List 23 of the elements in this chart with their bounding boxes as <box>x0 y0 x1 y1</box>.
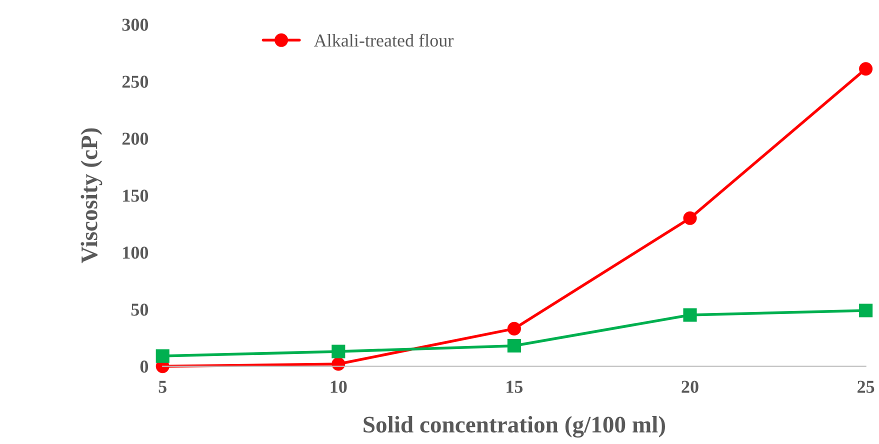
y-tick-label: 250 <box>122 76 148 88</box>
y-tick-label: 150 <box>123 190 148 202</box>
x-tick-label: 20 <box>682 380 698 393</box>
y-tick-label: 300 <box>122 18 148 31</box>
point <box>683 308 697 322</box>
point <box>156 349 170 363</box>
point <box>859 62 873 76</box>
legend-label: Alkali-treated flour <box>314 34 454 47</box>
x-axis-title: Solid concentration (g/100 ml) <box>364 416 666 438</box>
point <box>859 304 873 318</box>
point <box>507 339 521 353</box>
x-tick-label: 5 <box>158 380 166 393</box>
y-axis-title: Viscosity (cP) <box>80 128 102 264</box>
y-tick-label: 100 <box>123 246 148 259</box>
y-tick-label: 50 <box>131 304 148 316</box>
point <box>332 344 346 358</box>
y-tick-label: 200 <box>122 132 148 145</box>
x-tick-label: 25 <box>858 380 874 393</box>
point <box>683 211 697 225</box>
y-tick-label: 0 <box>140 360 148 373</box>
x-tick-label: 15 <box>506 380 523 393</box>
point <box>507 322 521 336</box>
x-tick-label: 10 <box>330 380 347 393</box>
